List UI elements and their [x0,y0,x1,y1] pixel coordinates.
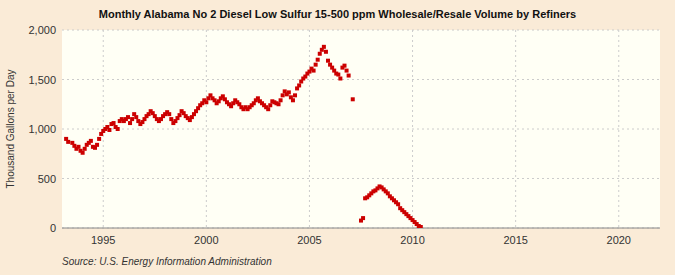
point [95,143,99,147]
point [134,115,138,119]
point [287,90,291,94]
point [116,127,120,131]
point [266,107,270,111]
point [204,100,208,104]
point [169,117,173,121]
point [97,137,101,141]
point [316,58,320,62]
point [128,121,132,125]
point [396,202,400,206]
chart: 0 500 1,000 1,500 2,000 1995 2000 2005 2010 2015 2… [0,0,675,275]
point [167,112,171,116]
point [324,50,328,54]
point [66,140,70,144]
point [347,74,351,78]
point [312,69,316,73]
y-tick-label: 1,500 [28,74,56,86]
x-grid-line [309,30,310,228]
x-tick-label: 2015 [503,234,527,246]
point [326,59,330,63]
point [268,103,272,107]
y-tick-label: 1,000 [28,123,56,135]
y-grid-line [62,228,660,229]
title: Monthly Alabama No 2 Diesel Low Sulfur 1… [99,8,576,20]
point [336,73,340,77]
x-axis-line [62,228,660,229]
point [277,102,281,106]
y-tick-label: 0 [50,222,56,234]
point [130,117,134,121]
point [126,115,130,119]
x-tick-label: 2020 [607,234,631,246]
point [89,139,93,143]
scatter-points [64,45,423,228]
x-grid-line [618,30,619,228]
point [279,98,283,102]
point [361,216,365,220]
background [0,0,675,275]
point [81,151,85,155]
point [83,147,87,151]
y-grid-line [62,30,660,31]
point [345,69,349,73]
x-tick-label: 2010 [400,234,424,246]
x-grid-line [515,30,516,228]
x-tick-label: 1995 [91,234,115,246]
point [291,98,295,102]
source-note: Source: U.S. Energy Information Administ… [62,256,272,267]
x-grid-line [206,30,207,228]
y-tick-label: 500 [38,173,56,185]
axes: 0 500 1,000 1,500 2,000 1995 2000 2005 2010 2015 2… [28,24,660,246]
point [419,225,423,228]
y-axis-label: Thousand Gallons per Day [5,70,16,189]
grid [62,30,660,228]
point [314,63,318,67]
y-grid-line [62,178,660,179]
x-tick-label: 2000 [194,234,218,246]
plot-area [62,30,660,228]
x-grid-line [412,30,413,228]
point [293,93,297,97]
point [281,93,285,97]
y-grid-line [62,129,660,130]
point [107,128,111,132]
point [76,145,80,149]
y-grid-line [62,79,660,80]
point [112,121,116,125]
point [338,77,342,81]
y-tick-label: 2,000 [28,24,56,36]
x-tick-label: 2005 [297,234,321,246]
point [318,52,322,56]
point [178,113,182,117]
point [297,83,301,87]
point [343,64,347,68]
point [351,97,355,101]
point [322,45,326,49]
